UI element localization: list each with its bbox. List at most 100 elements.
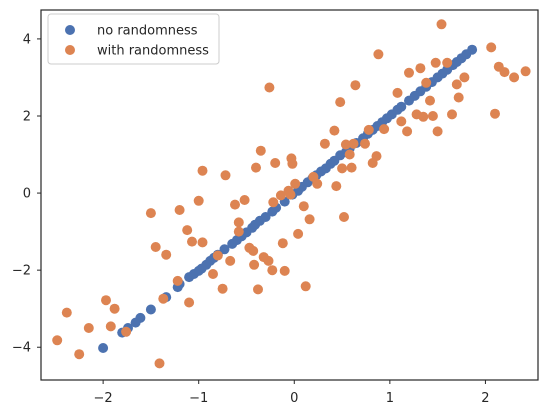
point-no-randomness-0 xyxy=(98,343,109,353)
point-with-randomness-88 xyxy=(451,79,462,90)
point-with-randomness-20 xyxy=(197,237,208,248)
point-with-randomness-38 xyxy=(264,82,275,93)
y-tick-label-3: 2 xyxy=(23,109,31,124)
point-with-randomness-22 xyxy=(212,250,223,261)
point-with-randomness-86 xyxy=(442,57,453,68)
y-tick-label-4: 4 xyxy=(23,32,31,47)
x-tick-label-0: −2 xyxy=(94,391,113,406)
point-with-randomness-24 xyxy=(220,170,231,181)
point-with-randomness-19 xyxy=(197,165,208,176)
y-axis-ticks: −4 −2 0 2 4 xyxy=(12,32,41,356)
point-with-randomness-15 xyxy=(182,225,193,236)
point-with-randomness-44 xyxy=(279,265,290,276)
point-with-randomness-18 xyxy=(193,195,204,206)
point-with-randomness-34 xyxy=(253,284,263,295)
point-with-randomness-31 xyxy=(248,245,259,256)
point-with-randomness-39 xyxy=(267,265,278,276)
point-with-randomness-55 xyxy=(312,178,323,189)
point-no-randomness-17 xyxy=(219,244,230,255)
point-with-randomness-73 xyxy=(392,87,403,98)
point-with-randomness-5 xyxy=(105,321,116,332)
point-with-randomness-6 xyxy=(109,303,120,314)
point-with-randomness-79 xyxy=(418,111,429,122)
point-with-randomness-12 xyxy=(161,249,172,260)
point-with-randomness-48 xyxy=(287,158,298,169)
y-tick-label-0: −4 xyxy=(12,341,31,356)
point-with-randomness-76 xyxy=(404,67,414,78)
point-with-randomness-11 xyxy=(158,293,169,304)
point-with-randomness-61 xyxy=(339,212,349,222)
point-with-randomness-65 xyxy=(348,138,359,149)
point-with-randomness-60 xyxy=(337,163,348,174)
point-with-randomness-84 xyxy=(432,126,443,137)
point-with-randomness-4 xyxy=(101,295,111,306)
point-with-randomness-56 xyxy=(319,138,330,149)
data-marks xyxy=(52,19,531,369)
point-with-randomness-13 xyxy=(172,275,183,286)
point-no-randomness-64 xyxy=(467,44,478,55)
point-with-randomness-94 xyxy=(499,67,510,78)
point-with-randomness-70 xyxy=(371,151,382,162)
x-tick-label-2: 0 xyxy=(290,391,298,406)
point-with-randomness-41 xyxy=(270,158,281,168)
point-with-randomness-62 xyxy=(340,139,351,150)
point-with-randomness-46 xyxy=(285,189,296,200)
point-with-randomness-68 xyxy=(363,124,374,135)
legend-label-no-randomness: no randomness xyxy=(97,24,198,39)
y-tick-label-2: 0 xyxy=(23,187,31,202)
point-with-randomness-33 xyxy=(251,162,261,173)
legend-marker-no-randomness xyxy=(65,25,75,35)
point-with-randomness-82 xyxy=(427,111,438,121)
point-with-randomness-75 xyxy=(402,126,413,137)
point-with-randomness-59 xyxy=(335,97,346,108)
point-with-randomness-50 xyxy=(293,228,304,239)
point-no-randomness-51 xyxy=(396,101,407,112)
x-tick-label-3: 1 xyxy=(386,391,394,406)
point-with-randomness-58 xyxy=(331,181,342,192)
point-with-randomness-10 xyxy=(154,358,165,369)
point-with-randomness-27 xyxy=(233,217,244,228)
point-with-randomness-51 xyxy=(298,201,309,212)
point-with-randomness-57 xyxy=(329,125,340,136)
point-with-randomness-89 xyxy=(453,92,464,103)
legend-box xyxy=(47,13,220,65)
point-with-randomness-74 xyxy=(396,116,407,127)
x-tick-label-1: −1 xyxy=(189,391,208,406)
point-with-randomness-63 xyxy=(344,149,355,160)
point-with-randomness-52 xyxy=(300,281,311,292)
point-with-randomness-37 xyxy=(263,255,274,266)
point-with-randomness-78 xyxy=(415,63,426,74)
point-with-randomness-87 xyxy=(447,109,457,120)
point-with-randomness-17 xyxy=(187,236,197,247)
point-with-randomness-28 xyxy=(233,226,244,237)
point-no-randomness-4 xyxy=(135,312,146,323)
point-with-randomness-53 xyxy=(304,214,315,225)
point-with-randomness-49 xyxy=(290,178,301,189)
x-axis-ticks: −2 −1 0 1 2 xyxy=(94,380,490,406)
point-with-randomness-8 xyxy=(145,208,156,219)
point-with-randomness-0 xyxy=(52,335,63,346)
point-with-randomness-80 xyxy=(421,77,432,88)
point-with-randomness-81 xyxy=(425,95,435,106)
point-with-randomness-29 xyxy=(239,195,250,205)
point-with-randomness-96 xyxy=(520,66,531,77)
legend: no randomness with randomness xyxy=(47,13,220,65)
point-with-randomness-2 xyxy=(74,349,85,360)
point-no-randomness-5 xyxy=(145,304,156,315)
point-with-randomness-64 xyxy=(346,162,357,173)
point-with-randomness-40 xyxy=(268,197,279,208)
point-with-randomness-85 xyxy=(436,19,447,30)
point-with-randomness-25 xyxy=(225,255,236,266)
point-with-randomness-83 xyxy=(430,57,441,68)
point-with-randomness-71 xyxy=(373,49,384,60)
point-with-randomness-42 xyxy=(275,190,286,201)
x-tick-label-4: 2 xyxy=(481,391,489,406)
point-with-randomness-26 xyxy=(230,199,240,210)
point-with-randomness-91 xyxy=(486,42,497,53)
point-with-randomness-66 xyxy=(350,80,361,91)
point-with-randomness-35 xyxy=(255,145,266,156)
point-with-randomness-95 xyxy=(509,72,520,83)
y-tick-label-1: −2 xyxy=(12,264,31,279)
point-with-randomness-72 xyxy=(379,124,390,135)
point-with-randomness-14 xyxy=(174,205,185,215)
